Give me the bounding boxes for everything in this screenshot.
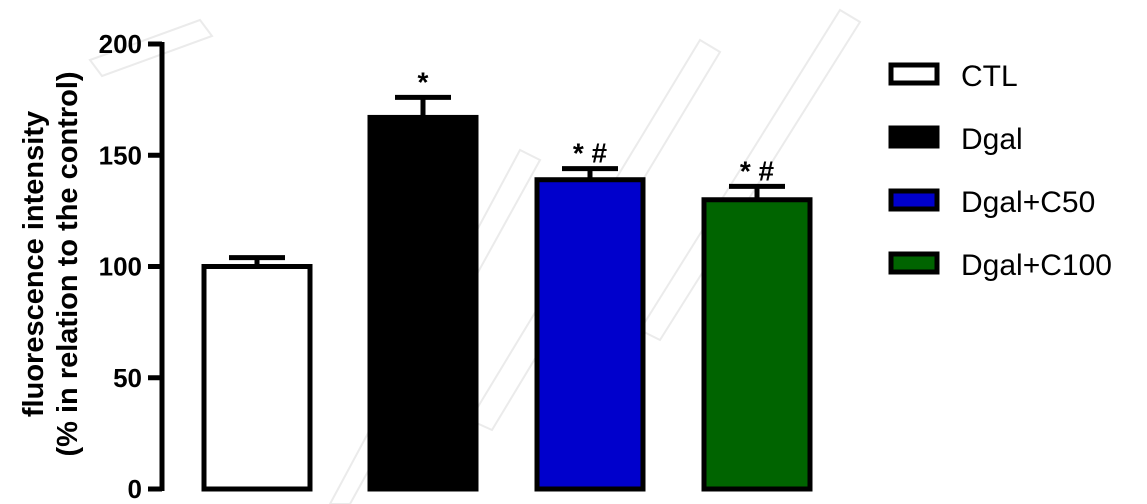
y-tick-label: 100 <box>99 252 142 282</box>
legend-label: Dgal+C50 <box>961 186 1095 219</box>
significance-annotation: * # <box>573 138 608 169</box>
legend-label: CTL <box>961 60 1018 93</box>
watermark-stroke-2 <box>638 8 862 342</box>
y-tick-label: 0 <box>128 474 142 504</box>
legend-label: Dgal+C100 <box>961 249 1112 282</box>
legend-label: Dgal <box>961 123 1023 156</box>
y-tick-label: 200 <box>99 29 142 59</box>
bar-ctl <box>201 264 313 492</box>
bars: * * # * # <box>201 66 813 492</box>
watermark-stroke-1 <box>468 38 722 432</box>
bar-dgal <box>367 114 479 492</box>
bar-dgal-c50 <box>534 177 646 492</box>
legend-swatch <box>888 188 940 212</box>
y-tick-label: 150 <box>99 140 142 170</box>
watermark-stroke-3 <box>88 18 214 78</box>
significance-annotation: * # <box>740 155 775 186</box>
legend-swatch <box>888 62 940 86</box>
legend-swatch <box>888 251 940 275</box>
y-axis-label-line-1: fluorescence intensity <box>18 111 50 417</box>
axes: 0 50 100 150 200 <box>99 29 165 504</box>
y-axis-label-line-2: (% in relation to the control) <box>52 71 84 456</box>
legend-swatch <box>888 125 940 149</box>
y-tick-label: 50 <box>113 363 142 393</box>
bar-dgal-c100 <box>701 197 813 492</box>
y-axis-label-group: fluorescence intensity (% in relation to… <box>18 71 84 456</box>
significance-annotation: * <box>418 66 429 97</box>
legend: CTL Dgal Dgal+C50 Dgal+C100 <box>888 60 1112 282</box>
